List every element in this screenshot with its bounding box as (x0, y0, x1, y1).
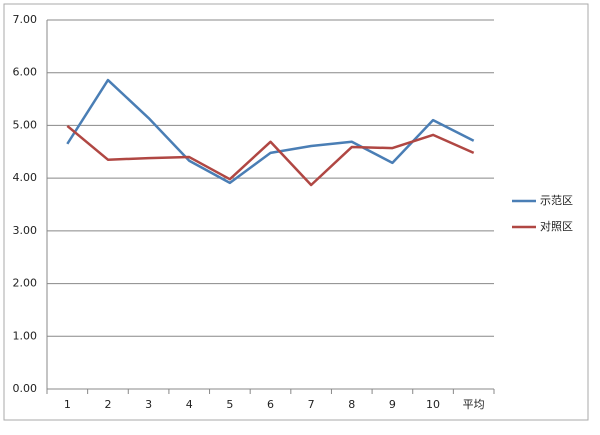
x-tick-label: 8 (348, 398, 355, 411)
legend-label: 示范区 (540, 193, 573, 207)
y-tick-label: 0.00 (13, 382, 38, 395)
y-tick-label: 2.00 (13, 277, 38, 290)
x-tick-label: 2 (104, 398, 111, 411)
x-tick-label: 5 (226, 398, 233, 411)
x-tick-label: 10 (426, 398, 440, 411)
x-tick-label: 1 (64, 398, 71, 411)
x-tick-label: 7 (308, 398, 315, 411)
x-tick-label: 6 (267, 398, 274, 411)
series-line (66, 124, 475, 187)
y-tick-label: 5.00 (13, 118, 38, 131)
x-tick-label: 9 (389, 398, 396, 411)
y-tick-label: 3.00 (13, 224, 38, 237)
y-tick-label: 4.00 (13, 171, 38, 184)
y-tick-label: 1.00 (13, 329, 38, 342)
legend-label: 对照区 (540, 219, 573, 233)
x-tick-label: 4 (186, 398, 193, 411)
y-tick-label: 7.00 (13, 13, 38, 26)
series-line (66, 78, 475, 185)
x-tick-label: 平均 (463, 398, 485, 411)
y-tick-label: 6.00 (13, 66, 38, 79)
x-tick-label: 3 (145, 398, 152, 411)
chart-border (3, 3, 589, 421)
